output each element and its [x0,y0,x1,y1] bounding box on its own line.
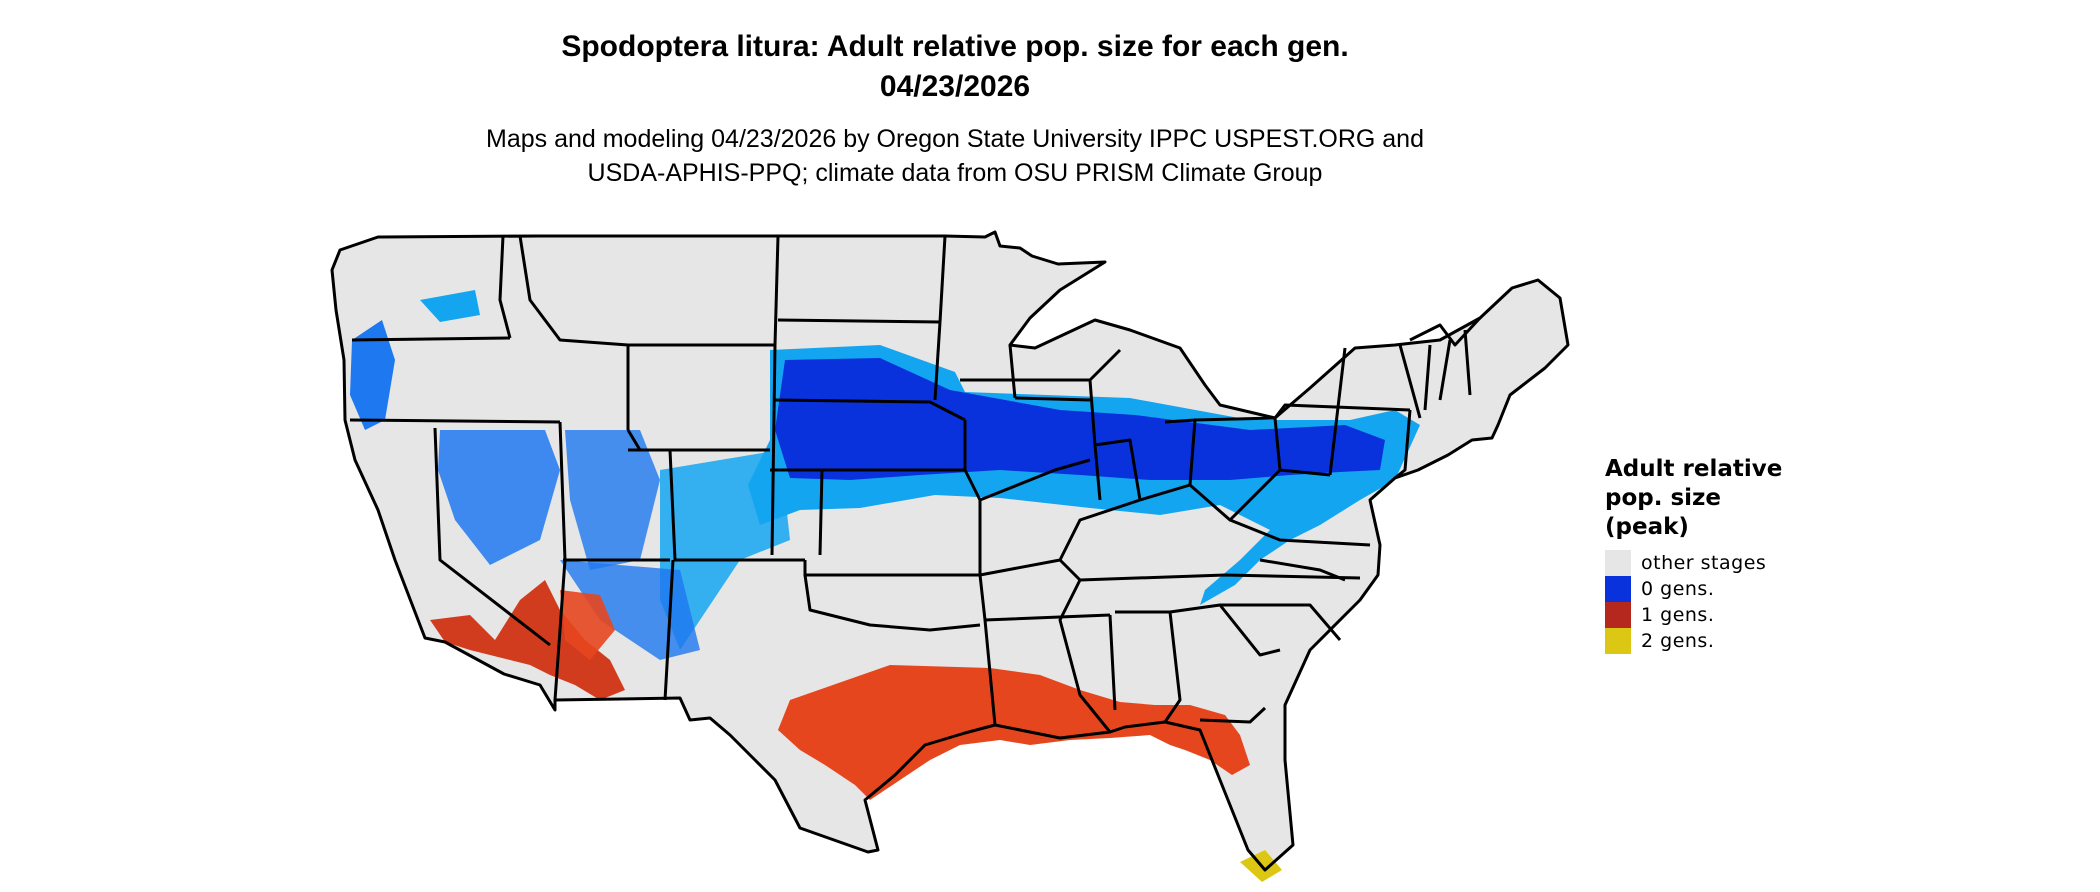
legend-item-2-gens: 2 gens. [1605,628,1865,654]
map-legend: Adult relative pop. size (peak) other st… [1605,455,1865,654]
state-borders [330,230,1570,872]
zone-1-gens-arizona [560,590,615,660]
legend-item-0-gens: 0 gens. [1605,576,1865,602]
legend-swatch [1605,602,1631,628]
legend-label: other stages [1641,552,1767,574]
legend-title: Adult relative pop. size (peak) [1605,455,1865,542]
zone-0-gens-central-core [775,358,1385,480]
legend-label: 0 gens. [1641,578,1715,600]
legend-label: 1 gens. [1641,604,1715,626]
legend-swatch [1605,628,1631,654]
legend-item-other-stages: other stages [1605,550,1865,576]
legend-title-line: Adult relative [1605,456,1783,482]
zone-1-gens-gulf-coast [778,665,1250,800]
zone-1-gens-desert [430,580,625,700]
map-date: 04/23/2026 [879,70,1031,103]
legend-title-line: pop. size [1605,485,1722,511]
credit-line-1: Maps and modeling 04/23/2026 by Oregon S… [486,125,1424,153]
legend-item-1-gens: 1 gens. [1605,602,1865,628]
zone-0-gens-utah [565,430,660,570]
zone-0-gens-nevada [438,430,560,565]
us-map [330,230,1570,882]
zone-0-gens-washington [420,290,480,322]
legend-label: 2 gens. [1641,630,1715,652]
legend-swatch [1605,550,1631,576]
legend-title-line: (peak) [1605,514,1689,540]
zone-0-gens-arizona [560,560,700,660]
credit-line-2: USDA-APHIS-PPQ; climate data from OSU PR… [587,159,1323,187]
map-title: Spodoptera litura: Adult relative pop. s… [561,30,1349,63]
zone-0-gens-pacific-nw [350,320,395,430]
legend-swatch [1605,576,1631,602]
conus-land [332,232,1568,870]
